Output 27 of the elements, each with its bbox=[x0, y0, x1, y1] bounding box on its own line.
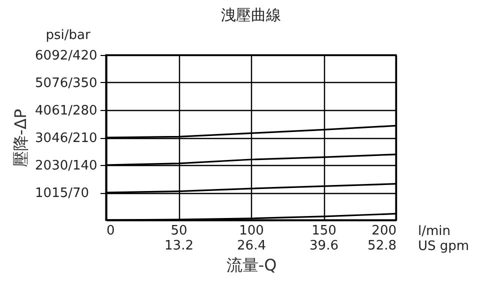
y-tick-label: 280 bbox=[72, 104, 98, 118]
y2-tick-label: 1015/ bbox=[35, 186, 74, 202]
y2-tick-label: 3046/ bbox=[35, 131, 74, 146]
x-tick-label: 150 bbox=[312, 224, 336, 238]
text: l/min bbox=[418, 224, 451, 239]
y2-tick-label: 6092/ bbox=[35, 48, 74, 64]
x2-tick-label: 52.8 bbox=[368, 238, 396, 254]
y-tick-label: 70 bbox=[72, 186, 90, 201]
x-tick-label: 200 bbox=[372, 224, 396, 238]
y-tick-label: 210 bbox=[72, 131, 98, 146]
y-tick-label: 420 bbox=[72, 48, 98, 64]
x2-tick-label: 26.4 bbox=[237, 238, 266, 254]
y2-tick-label: 2030/ bbox=[35, 158, 74, 174]
x-tick-label: 0 bbox=[106, 224, 115, 238]
x-axis-title: 流量-Q bbox=[226, 256, 277, 274]
text: US gpm bbox=[418, 239, 470, 254]
y-tick-label: 140 bbox=[72, 158, 98, 174]
chart-title: 洩壓曲線 bbox=[221, 6, 281, 24]
y-tick-label: 350 bbox=[72, 76, 98, 91]
x2-tick-label: 39.6 bbox=[310, 238, 338, 254]
y2-tick-label: 5076/ bbox=[35, 76, 74, 92]
x-tick-label: 50 bbox=[170, 224, 188, 238]
y2-axis-title: 壓降-ΔP bbox=[11, 108, 30, 168]
text: psi/bar bbox=[46, 28, 91, 43]
y2-tick-label: 4061/ bbox=[35, 104, 74, 119]
x2-tick-label: 13.2 bbox=[164, 238, 194, 254]
x-tick-label: 100 bbox=[239, 224, 264, 238]
